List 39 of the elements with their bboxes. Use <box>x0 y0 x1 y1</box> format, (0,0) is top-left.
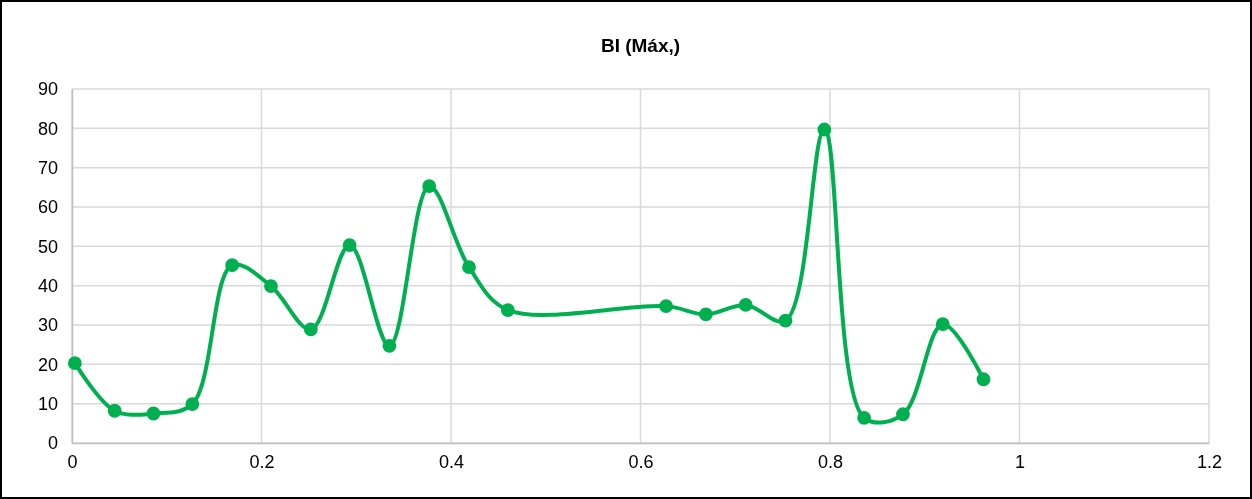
x-tick-label: 0.4 <box>438 451 465 472</box>
point <box>738 298 753 312</box>
y-tick-label: 60 <box>37 197 58 218</box>
point <box>935 317 950 332</box>
point <box>303 322 318 337</box>
point <box>67 356 82 371</box>
point <box>500 303 515 317</box>
point <box>422 179 437 194</box>
point <box>382 338 397 353</box>
y-tick-label: 40 <box>37 275 58 296</box>
point <box>342 238 357 253</box>
y-tick-label: 70 <box>37 157 58 178</box>
x-tick-label: 0.2 <box>249 451 275 472</box>
point <box>698 307 713 322</box>
y-tick-label: 80 <box>37 118 58 139</box>
point <box>778 313 793 328</box>
chart-title: BI (Máx,) <box>600 35 681 56</box>
y-tick-label: 0 <box>47 433 58 454</box>
x-tick-label: 0.6 <box>628 451 654 472</box>
point <box>185 397 200 411</box>
y-tick-label: 20 <box>37 354 58 375</box>
x-tick-label: 1.2 <box>1196 451 1223 472</box>
point <box>264 279 278 293</box>
point <box>146 406 161 421</box>
point <box>857 410 872 425</box>
point <box>817 122 832 137</box>
y-tick-label: 30 <box>37 315 58 336</box>
point <box>659 299 673 314</box>
x-tick-label: 1 <box>1014 451 1026 472</box>
point <box>107 403 122 418</box>
point <box>462 260 476 275</box>
y-tick-label: 10 <box>37 393 58 414</box>
x-tick-label: 0 <box>67 451 78 472</box>
x-tick-label: 0.8 <box>817 451 844 472</box>
point <box>896 407 910 422</box>
y-tick-label: 90 <box>37 79 58 100</box>
y-tick-label: 50 <box>37 236 58 257</box>
point <box>976 372 991 387</box>
point <box>225 258 240 273</box>
